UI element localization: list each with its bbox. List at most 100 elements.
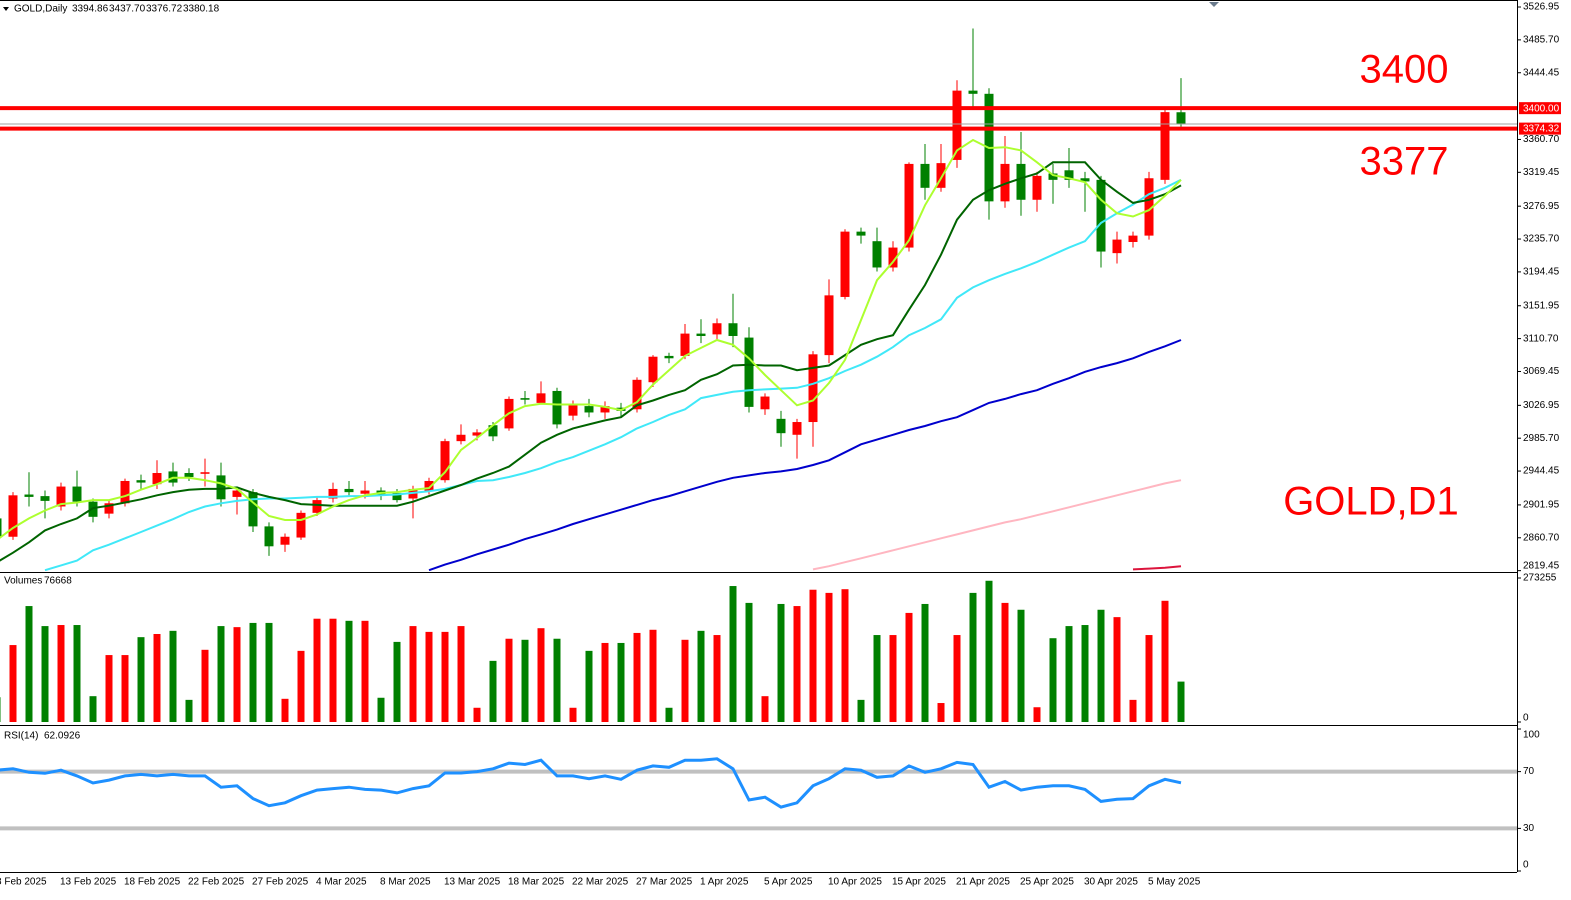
candle-body [824, 295, 834, 356]
volume-bar [345, 620, 353, 722]
volume-bar [73, 625, 81, 722]
ohlc-close: 3380.18 [183, 4, 220, 15]
x-tick-label: 22 Mar 2025 [572, 877, 629, 888]
volume-bar [1129, 699, 1137, 722]
volume-bar [553, 638, 561, 722]
candle-body [968, 90, 978, 94]
annotation: 3400 [1360, 48, 1449, 92]
candle-body [40, 496, 50, 501]
volume-bar [777, 603, 785, 722]
x-tick-label: 13 Mar 2025 [444, 877, 501, 888]
volume-bar [521, 639, 529, 722]
volume-bar [57, 625, 65, 722]
volume-bar [745, 602, 753, 722]
volume-bar [25, 606, 33, 722]
moving-average [428, 339, 1182, 571]
moving-average [812, 479, 1182, 571]
x-tick-label: 27 Mar 2025 [636, 877, 693, 888]
candle-body [456, 434, 466, 442]
volume-bar [297, 650, 305, 722]
candle-body [696, 333, 706, 336]
y-tick-label: 70 [1523, 766, 1535, 777]
candle-body [312, 500, 322, 513]
candle-body [392, 492, 402, 501]
y-tick-label: 2985.70 [1523, 433, 1560, 444]
rsi-title: RSI(14) [4, 731, 38, 742]
volume-bar [873, 635, 881, 722]
candle-body [1160, 112, 1170, 180]
volume-bar [89, 696, 97, 722]
candle-body [552, 390, 562, 425]
volume-bar [217, 626, 225, 722]
volume-bar [649, 629, 657, 722]
volume-bar [233, 627, 241, 722]
volume-last: 76668 [44, 576, 72, 587]
volume-bar [249, 622, 257, 722]
candle-body [632, 379, 642, 410]
volume-bar [793, 606, 801, 722]
volume-bar [761, 696, 769, 722]
main-pane [0, 28, 1186, 571]
candle-body [8, 495, 18, 537]
volume-bar [185, 699, 193, 722]
x-tick-label: 10 Apr 2025 [828, 877, 882, 888]
volume-bar [361, 620, 369, 722]
volume-bar [425, 631, 433, 722]
candle-body [248, 492, 258, 527]
x-tick-label: 8 Mar 2025 [380, 877, 431, 888]
y-tick-label: 3485.70 [1523, 35, 1560, 46]
volume-bar [969, 592, 977, 722]
volume-bar [537, 628, 545, 722]
candle-body [1176, 112, 1186, 124]
volume-bar [1177, 681, 1185, 722]
volume-bar [729, 586, 737, 722]
x-tick-label: 5 Apr 2025 [764, 877, 813, 888]
moving-average [1132, 565, 1182, 571]
x-tick-label: 15 Apr 2025 [892, 877, 946, 888]
volume-bar [1081, 625, 1089, 722]
volume-bar [585, 650, 593, 722]
volume-bar [169, 630, 177, 722]
candle-body [792, 422, 802, 435]
candle-body [328, 488, 338, 499]
candle-body [136, 480, 146, 483]
candle-body [888, 247, 898, 268]
y-tick-label: 3360.70 [1523, 134, 1560, 145]
candle-body [360, 490, 370, 494]
candle-body [904, 163, 914, 248]
y-tick-label: 0 [1523, 860, 1529, 871]
candle-body [72, 486, 82, 502]
candle-body [744, 337, 754, 407]
candle-body [776, 418, 786, 434]
volume-pane [0, 580, 1185, 722]
candle-body [600, 406, 610, 413]
y-tick-label: 2860.70 [1523, 532, 1560, 543]
volume-bar [601, 642, 609, 722]
candle-body [280, 536, 290, 545]
rsi-last: 62.0926 [44, 731, 81, 742]
x-tick-label: 30 Apr 2025 [1084, 877, 1138, 888]
candle-body [104, 503, 114, 514]
candle-body [840, 231, 850, 297]
volume-bar [1049, 638, 1057, 722]
candle-body [1128, 235, 1138, 242]
candle-body [184, 473, 194, 477]
candle-body [664, 355, 674, 359]
volume-bar [137, 637, 145, 722]
candle-body [568, 405, 578, 416]
x-tick-label: 5 May 2025 [1148, 877, 1201, 888]
y-tick-label: 3194.45 [1523, 267, 1560, 278]
candle-body [1048, 173, 1058, 180]
candle-body [1016, 163, 1026, 200]
y-tick-label: 3444.45 [1523, 67, 1560, 78]
y-tick-label: 3319.45 [1523, 167, 1560, 178]
x-tick-label: 21 Apr 2025 [956, 877, 1010, 888]
x-tick-label: 18 Feb 2025 [124, 877, 181, 888]
volume-bar [985, 580, 993, 722]
rsi-line [0, 757, 1182, 809]
annotation: 3377 [1360, 140, 1449, 184]
candle-body [872, 241, 882, 268]
volume-bar [1001, 602, 1009, 722]
